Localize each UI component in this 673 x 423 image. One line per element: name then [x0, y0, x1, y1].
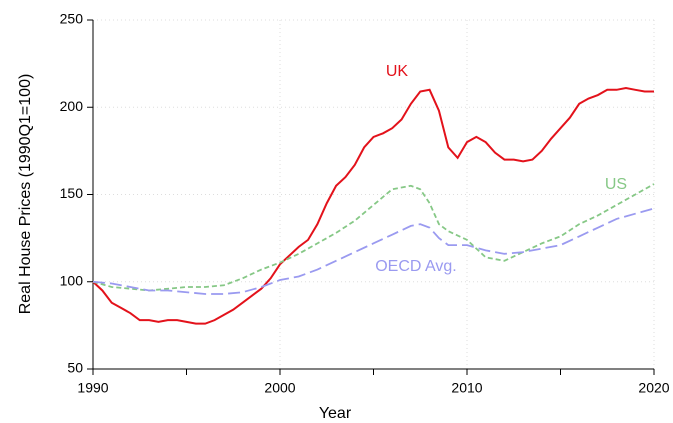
- series-label: UK: [386, 63, 409, 80]
- line: [92, 87, 654, 325]
- y-tick-label: 200: [60, 98, 84, 114]
- x-tick-label: 2000: [264, 380, 295, 396]
- x-axis-label: Year: [319, 405, 352, 422]
- y-tick-label: 100: [60, 272, 84, 288]
- y-tick-label: 250: [60, 11, 84, 27]
- x-tick-label: 1990: [77, 380, 108, 396]
- series-label: OECD Avg.: [375, 258, 457, 275]
- x-tick-label: 2020: [638, 380, 669, 396]
- y-axis-label: Real House Prices (1990Q1=100): [17, 74, 34, 315]
- x-tick-label: 2010: [451, 380, 482, 396]
- y-tick-label: 50: [67, 360, 83, 376]
- y-tick-label: 150: [60, 185, 84, 201]
- series-label: US: [605, 176, 627, 193]
- line: [92, 183, 655, 292]
- line: [92, 207, 655, 295]
